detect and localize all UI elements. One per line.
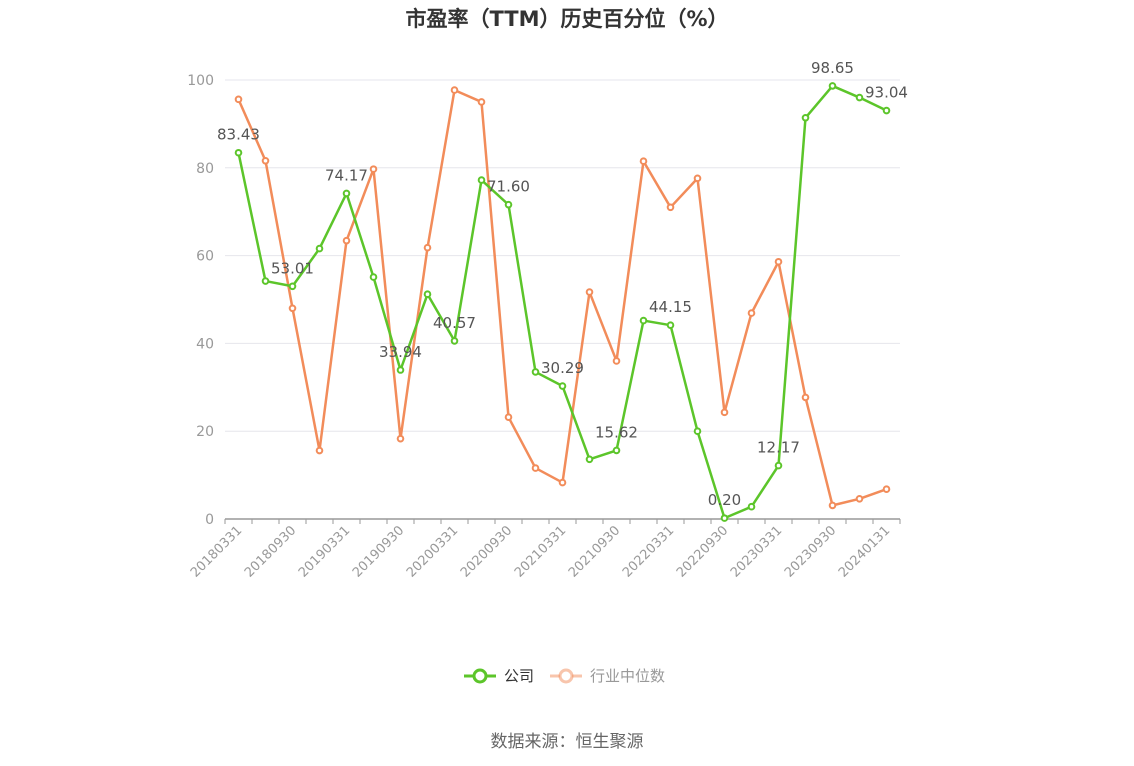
x-tick-label: 20210930 xyxy=(566,523,623,580)
legend-label-industry: 行业中位数 xyxy=(590,667,665,685)
x-tick-label: 20190930 xyxy=(350,523,407,580)
data-point-company[interactable] xyxy=(315,244,324,253)
data-point-company[interactable] xyxy=(369,273,378,281)
x-tick-label: 20230930 xyxy=(782,523,839,580)
x-tick-label: 20180331 xyxy=(188,523,245,580)
data-point-company[interactable] xyxy=(558,382,567,390)
data-point-company[interactable] xyxy=(747,502,756,511)
data-point-industry-median[interactable] xyxy=(774,257,783,266)
x-tick-label: 20180930 xyxy=(242,523,299,580)
data-point-industry-median[interactable] xyxy=(882,485,891,493)
data-point-company[interactable] xyxy=(801,113,810,122)
y-tick-label: 60 xyxy=(196,249,214,265)
x-tick-label: 20240131 xyxy=(836,523,893,580)
data-point-company[interactable] xyxy=(585,455,594,464)
data-point-company[interactable] xyxy=(855,93,864,102)
y-tick-label: 40 xyxy=(196,336,214,352)
data-point-industry-median[interactable] xyxy=(504,413,513,421)
data-point-company[interactable] xyxy=(639,316,648,325)
data-point-industry-median[interactable] xyxy=(828,501,837,510)
data-point-industry-median[interactable] xyxy=(639,157,648,166)
data-point-company[interactable] xyxy=(882,106,891,115)
data-point-company[interactable] xyxy=(477,176,486,184)
data-point-company[interactable] xyxy=(342,189,351,198)
data-label-company: 12.17 xyxy=(757,439,800,457)
data-label-company: 15.62 xyxy=(595,423,638,441)
data-label-company: 98.65 xyxy=(811,59,854,77)
legend-label-company: 公司 xyxy=(504,667,534,685)
data-point-company[interactable] xyxy=(693,427,702,436)
y-tick-label: 80 xyxy=(196,161,214,177)
data-point-industry-median[interactable] xyxy=(261,156,270,165)
data-label-company: 83.43 xyxy=(217,126,260,144)
data-point-company[interactable] xyxy=(234,148,243,157)
data-point-industry-median[interactable] xyxy=(396,434,405,443)
data-point-industry-median[interactable] xyxy=(558,478,567,487)
data-label-company: 0.20 xyxy=(708,491,741,509)
x-tick-label: 20210331 xyxy=(512,523,569,580)
x-tick-label: 20200930 xyxy=(458,523,515,580)
data-point-industry-median[interactable] xyxy=(855,495,864,503)
label-layer: 83.43 53.01 74.17 33.94 40.57 71.60 30.29 15.62… xyxy=(217,59,908,509)
legend-item-company[interactable]: 公司 xyxy=(464,667,534,685)
data-point-industry-median[interactable] xyxy=(342,236,351,245)
x-tick-label: 20230331 xyxy=(728,523,785,580)
data-point-industry-median[interactable] xyxy=(315,446,324,455)
data-point-industry-median[interactable] xyxy=(666,203,675,212)
data-label-company: 93.04 xyxy=(865,84,908,102)
data-point-industry-median[interactable] xyxy=(693,174,702,183)
data-point-company[interactable] xyxy=(828,82,837,90)
data-point-industry-median[interactable] xyxy=(288,304,297,313)
y-tick-label: 100 xyxy=(187,73,214,89)
data-label-company: 44.15 xyxy=(649,298,692,316)
series-layer xyxy=(234,82,891,522)
data-point-company[interactable] xyxy=(720,514,729,522)
data-point-industry-median[interactable] xyxy=(234,95,243,104)
axis-layer: 0 20 40 60 80 100 2018033120180930201903312019… xyxy=(187,73,901,581)
data-label-company: 53.01 xyxy=(271,259,314,277)
data-label-company: 71.60 xyxy=(487,178,530,196)
grid-layer xyxy=(225,79,900,432)
data-point-industry-median[interactable] xyxy=(477,98,486,106)
data-point-industry-median[interactable] xyxy=(801,393,810,402)
data-point-company[interactable] xyxy=(288,282,297,291)
data-point-industry-median[interactable] xyxy=(747,309,756,317)
data-point-company[interactable] xyxy=(531,368,540,376)
data-point-company[interactable] xyxy=(423,290,432,299)
legend: 公司 行业中位数 xyxy=(464,667,665,685)
data-point-industry-median[interactable] xyxy=(585,288,594,296)
x-tick-label: 20220930 xyxy=(674,523,731,580)
data-point-company[interactable] xyxy=(396,366,405,374)
data-point-company[interactable] xyxy=(450,337,459,345)
data-point-industry-median[interactable] xyxy=(450,86,459,94)
data-label-company: 40.57 xyxy=(433,314,476,332)
data-point-company[interactable] xyxy=(261,277,270,285)
legend-marker-company xyxy=(472,668,488,684)
data-label-company: 33.94 xyxy=(379,343,422,361)
legend-item-industry-median[interactable]: 行业中位数 xyxy=(550,667,665,685)
y-tick-label: 20 xyxy=(196,424,214,440)
data-point-industry-median[interactable] xyxy=(423,243,432,252)
chart-title: 市盈率（TTM）历史百分位（%） xyxy=(405,7,728,31)
x-tick-label: 20220331 xyxy=(620,523,677,580)
x-tick-label: 20190331 xyxy=(296,523,353,580)
y-tick-label: 0 xyxy=(205,512,214,528)
x-tick-label: 20200331 xyxy=(404,523,461,580)
data-point-company[interactable] xyxy=(504,200,513,209)
data-point-industry-median[interactable] xyxy=(531,464,540,472)
data-point-industry-median[interactable] xyxy=(720,408,729,417)
data-label-company: 74.17 xyxy=(325,166,368,184)
data-point-company[interactable] xyxy=(774,461,783,470)
data-label-company: 30.29 xyxy=(541,359,584,377)
data-point-industry-median[interactable] xyxy=(612,357,621,365)
legend-marker-industry xyxy=(558,668,574,684)
data-point-company[interactable] xyxy=(666,321,675,329)
source-note: 数据来源：恒生聚源 xyxy=(491,732,644,752)
data-point-company[interactable] xyxy=(612,446,621,455)
data-point-industry-median[interactable] xyxy=(369,165,378,173)
